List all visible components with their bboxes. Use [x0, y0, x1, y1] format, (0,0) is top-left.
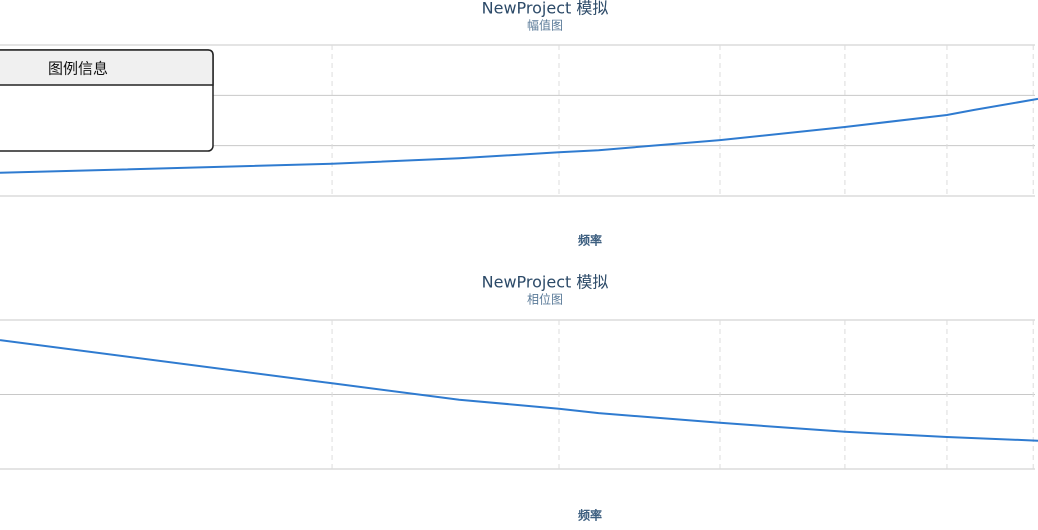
chart-subtitle: 相位图 [527, 292, 563, 307]
chart-title: NewProject 模拟 [482, 273, 609, 292]
x-axis-label: 频率 [578, 233, 602, 248]
legend: 图例信息 [0, 49, 214, 152]
chart-title: NewProject 模拟 [482, 0, 609, 18]
line-series [0, 339, 1038, 442]
line-series [0, 97, 1038, 174]
chart-subtitle: 幅值图 [527, 18, 563, 33]
legend-header [0, 49, 214, 86]
x-axis-label: 频率 [578, 508, 602, 523]
legend-title: 图例信息 [48, 60, 108, 78]
